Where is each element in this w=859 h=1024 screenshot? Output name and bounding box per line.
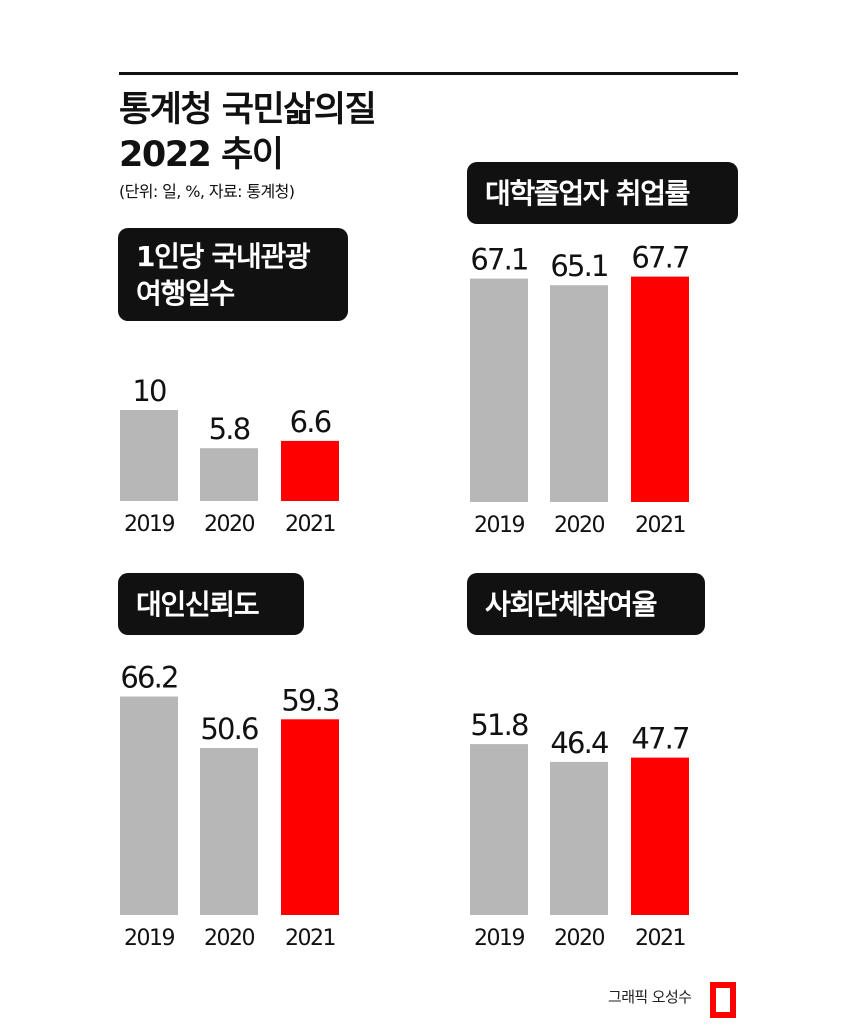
bar-participation-2021 [631, 757, 689, 915]
page-title: 통계청 국민삶의질 2022 추이 [119, 88, 377, 178]
value-label-tourism-2020: 5.8 [209, 412, 250, 446]
bar-tourism-2019 [120, 410, 178, 501]
year-label-trust-2021: 2021 [285, 926, 335, 951]
year-label-tourism-2019: 2019 [124, 512, 174, 537]
value-label-participation-2019: 51.8 [470, 708, 528, 742]
year-label-employment-2020: 2020 [554, 513, 604, 538]
bar-trust-2021 [281, 719, 339, 915]
value-label-trust-2021: 59.3 [281, 683, 339, 717]
page-title-line-2: 2022 추이 [119, 135, 284, 175]
bar-participation-2020 [550, 761, 608, 915]
page-title-line-1: 통계청 국민삶의질 [119, 90, 377, 130]
value-label-tourism-2019: 10 [132, 374, 166, 408]
year-label-trust-2020: 2020 [204, 926, 254, 951]
value-label-employment-2021: 67.7 [631, 241, 688, 275]
value-label-employment-2019: 67.1 [470, 243, 527, 277]
value-label-trust-2019: 66.2 [120, 661, 177, 695]
value-label-participation-2020: 46.4 [550, 726, 608, 760]
year-label-participation-2020: 2020 [554, 926, 604, 951]
value-label-trust-2020: 50.6 [200, 712, 258, 746]
year-label-employment-2019: 2019 [474, 513, 524, 538]
bar-employment-2019 [470, 278, 528, 502]
value-label-employment-2020: 65.1 [550, 249, 607, 283]
graphic-credit: 그래픽 오성수 [608, 988, 692, 1006]
bar-trust-2020 [200, 748, 258, 915]
chart-title-badge-employment: 대학졸업자 취업률 [467, 162, 738, 224]
bar-trust-2019 [120, 696, 178, 915]
bar-employment-2020 [550, 285, 608, 502]
chart-title-trust: 대인신뢰도 [136, 587, 260, 621]
chart-employment-rate: 67.1 2019 65.1 2020 67.7 2021 [470, 241, 690, 538]
chart-title-participation: 사회단체참여율 [485, 587, 658, 621]
top-rule [119, 72, 738, 75]
chart-title-tourism-line-1: 1인당 국내관광 [136, 239, 311, 273]
year-label-participation-2019: 2019 [474, 926, 524, 951]
value-label-participation-2021: 47.7 [631, 722, 688, 756]
page-subtitle: (단위: 일, %, 자료: 통계청) [119, 182, 295, 201]
chart-title-badge-participation: 사회단체참여율 [467, 573, 705, 635]
value-label-tourism-2021: 6.6 [290, 405, 331, 439]
year-label-participation-2021: 2021 [635, 926, 685, 951]
year-label-tourism-2020: 2020 [204, 512, 254, 537]
chart-title-badge-trust: 대인신뢰도 [118, 573, 304, 635]
chart-title-employment: 대학졸업자 취업률 [485, 176, 690, 210]
year-label-employment-2021: 2021 [635, 513, 685, 538]
chart-interpersonal-trust: 66.2 2019 50.6 2020 59.3 2021 [120, 661, 341, 951]
bar-employment-2021 [631, 276, 689, 502]
year-label-trust-2019: 2019 [124, 926, 174, 951]
bar-tourism-2021 [281, 440, 339, 501]
bar-tourism-2020 [200, 448, 258, 501]
publisher-logo-icon [710, 982, 736, 1018]
chart-title-tourism-line-2: 여행일수 [136, 276, 235, 310]
chart-social-participation: 51.8 2019 46.4 2020 47.7 2021 [470, 708, 690, 951]
bar-participation-2019 [470, 744, 528, 915]
chart-title-badge-tourism: 1인당 국내관광 여행일수 [118, 228, 348, 321]
year-label-tourism-2021: 2021 [285, 512, 335, 537]
chart-tourism-days: 10 2019 5.8 2020 6.6 2021 [120, 374, 339, 537]
